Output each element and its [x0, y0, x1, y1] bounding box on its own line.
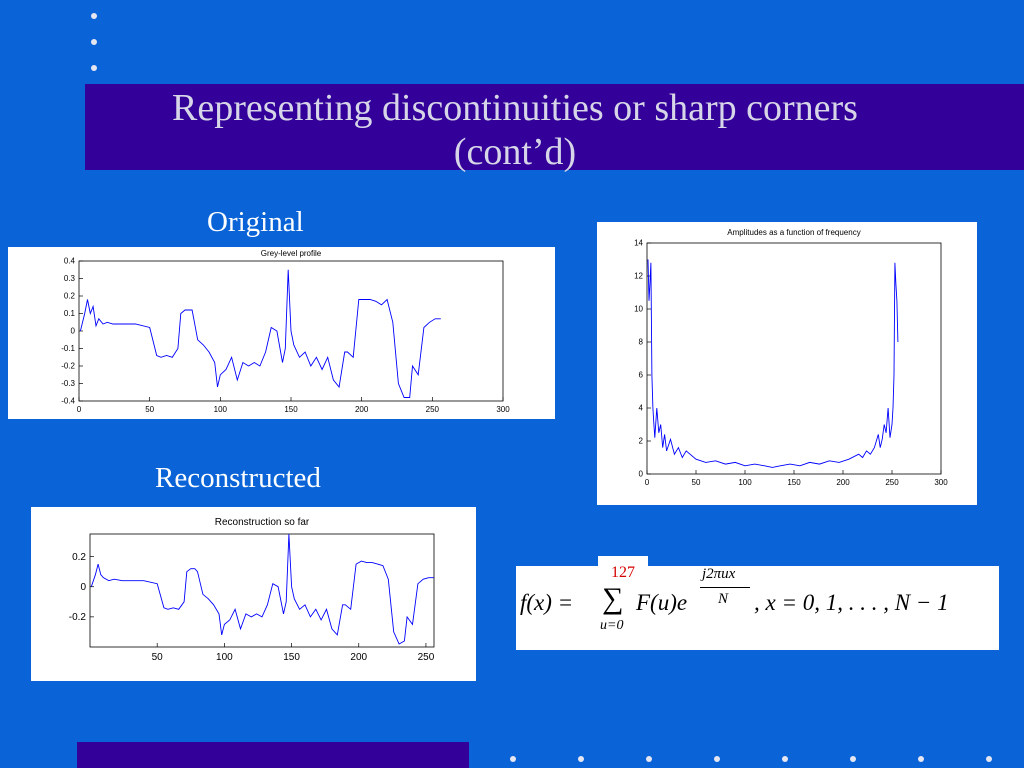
y-tick-label: -0.2 — [69, 612, 87, 623]
reconstruction-plot: Reconstruction so far 50 100 150 200 250 0.2 0 -… — [69, 517, 435, 663]
chart-title: Grey-level profile — [261, 249, 322, 258]
x-tick-label: 50 — [152, 652, 164, 663]
series-line — [647, 259, 899, 468]
y-tick-label: 8 — [639, 338, 644, 347]
x-tick-label: 300 — [496, 405, 510, 414]
bullet-dot — [91, 65, 97, 71]
y-tick-label: 0.4 — [64, 257, 76, 266]
y-tick-label: 0 — [80, 582, 86, 593]
x-tick-label: 250 — [885, 478, 899, 487]
bullet-dot — [578, 756, 584, 762]
x-tick-label: 150 — [787, 478, 801, 487]
original-plot: Grey-level profile 0 50 100 150 200 250 300 0.4 0… — [61, 249, 510, 414]
bullet-dot — [91, 13, 97, 19]
title-band — [85, 84, 1024, 170]
series-line — [79, 269, 441, 398]
x-tick-label: 100 — [738, 478, 752, 487]
y-tick-label: 0.3 — [64, 274, 76, 283]
x-tick-label: 200 — [836, 478, 850, 487]
x-tick-label: 100 — [214, 405, 228, 414]
chart-title: Reconstruction so far — [215, 517, 310, 528]
x-tick-label: 50 — [145, 405, 154, 414]
y-tick-label: 14 — [634, 239, 643, 248]
y-tick-label: 6 — [639, 371, 644, 380]
x-tick-label: 300 — [934, 478, 948, 487]
bullet-dot — [510, 756, 516, 762]
series-line — [90, 533, 434, 645]
plot-frame — [646, 242, 942, 475]
equation-box — [516, 566, 999, 650]
slide-title: Representing discontinuities or sharp co… — [85, 86, 945, 174]
x-tick-label: 0 — [645, 478, 650, 487]
bullet-dot — [918, 756, 924, 762]
y-tick-label: -0.3 — [61, 379, 75, 388]
y-tick-label: 0 — [71, 327, 76, 336]
x-tick-label: 150 — [284, 405, 298, 414]
label-reconstructed: Reconstructed — [155, 462, 321, 494]
y-tick-label: -0.1 — [61, 344, 75, 353]
y-tick-label: 0.2 — [64, 292, 76, 301]
equation-term: F(u)e — [636, 590, 688, 615]
original-plot-panel: Grey-level profile 0 50 100 150 200 250 300 0.4 0… — [8, 247, 555, 419]
sum-lower-limit: u=0 — [600, 618, 624, 633]
bullet-dot — [714, 756, 720, 762]
y-tick-label: -0.2 — [61, 362, 75, 371]
chart-title: Amplitudes as a function of frequency — [727, 228, 860, 237]
bullet-dot — [850, 756, 856, 762]
y-tick-label: 12 — [634, 272, 643, 281]
reconstruction-plot-panel: Reconstruction so far 50 100 150 200 250 0.2 0 -… — [31, 507, 476, 681]
y-tick-label: 0.1 — [64, 309, 76, 318]
x-tick-label: 100 — [216, 652, 233, 663]
equation: f(x) = ∑ u=0 F(u)e j2πux N , x = 0, 1, .… — [516, 566, 999, 650]
x-tick-label: 200 — [355, 405, 369, 414]
label-original: Original — [207, 206, 304, 238]
equation-lhs: f(x) = — [520, 590, 579, 615]
title-line-2: (cont’d) — [453, 131, 577, 173]
equation-rhs: , x = 0, 1, . . . , N − 1 — [754, 590, 949, 615]
exponent-numerator: j2πux — [702, 566, 736, 582]
x-tick-label: 250 — [418, 652, 435, 663]
exponent-bar — [700, 587, 750, 588]
x-tick-label: 150 — [283, 652, 300, 663]
title-line-1: Representing discontinuities or sharp co… — [172, 87, 858, 129]
slide-number: 127 — [598, 556, 648, 582]
x-tick-label: 50 — [692, 478, 701, 487]
x-tick-label: 0 — [77, 405, 82, 414]
plot-frame — [89, 533, 435, 648]
y-tick-label: 10 — [634, 305, 643, 314]
bottom-band — [77, 742, 469, 768]
x-tick-label: 250 — [426, 405, 440, 414]
bullet-dot — [91, 39, 97, 45]
y-tick-label: 4 — [639, 404, 644, 413]
amplitude-plot-panel: Amplitudes as a function of frequency 0 50… — [597, 222, 977, 505]
y-tick-label: 2 — [639, 437, 644, 446]
bullet-dot — [782, 756, 788, 762]
sum-symbol: ∑ — [602, 582, 624, 615]
y-tick-label: 0 — [639, 470, 644, 479]
exponent-denominator: N — [718, 591, 729, 607]
y-tick-label: 0.2 — [72, 552, 86, 563]
x-tick-label: 200 — [350, 652, 367, 663]
y-tick-label: -0.4 — [61, 397, 75, 406]
bullet-dot — [986, 756, 992, 762]
amplitude-plot: Amplitudes as a function of frequency 0 50… — [634, 228, 948, 487]
bullet-dot — [646, 756, 652, 762]
